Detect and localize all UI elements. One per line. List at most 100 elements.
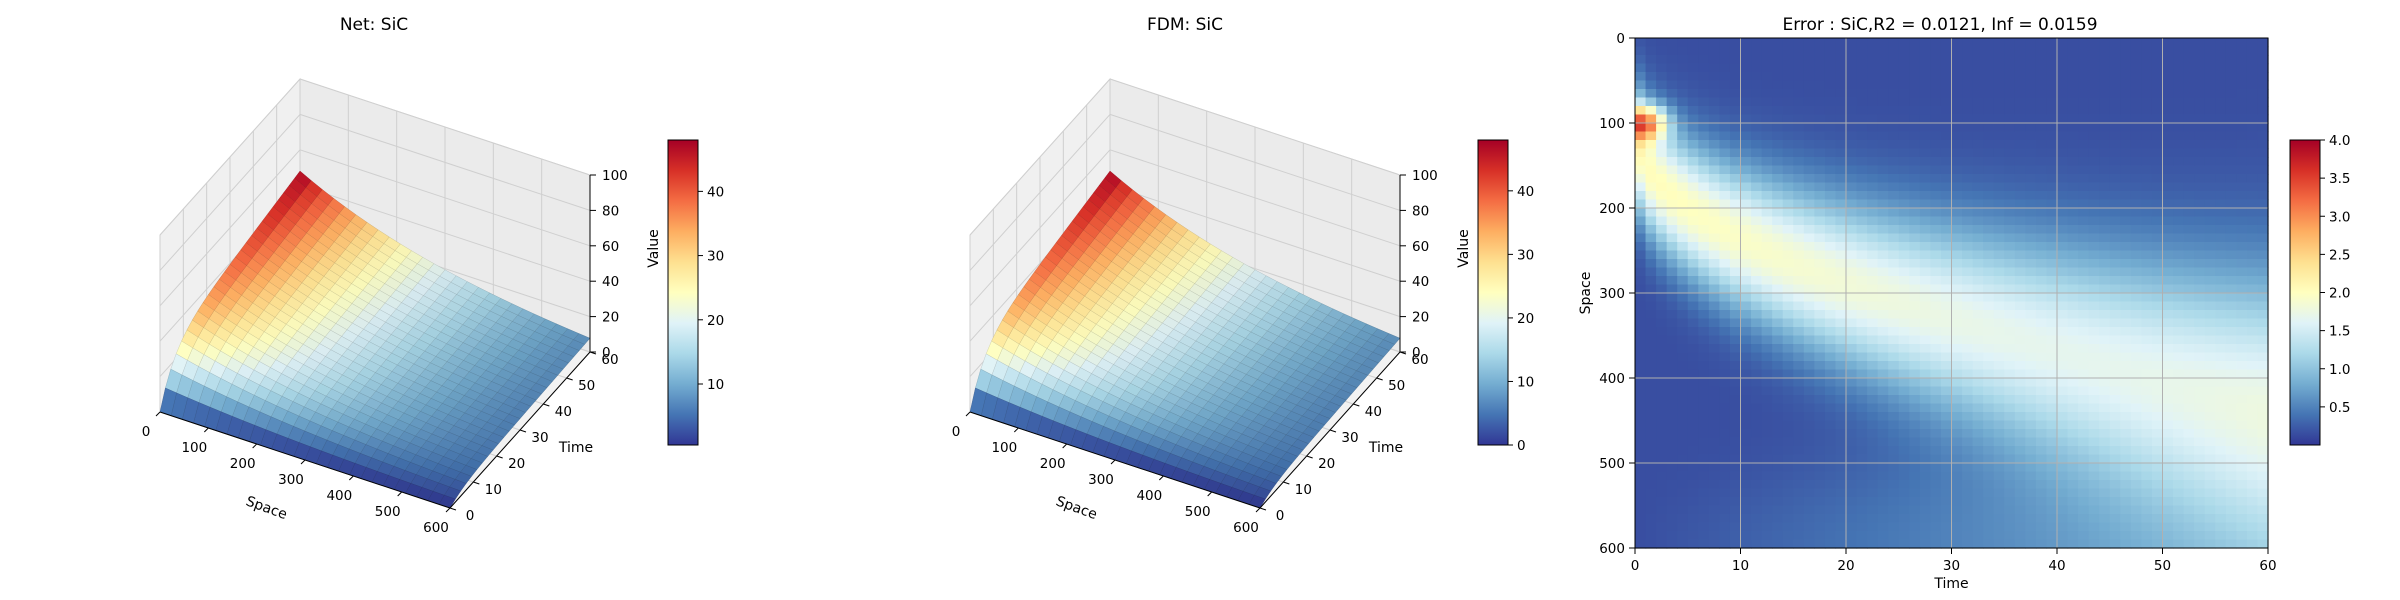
heatmap-cell [1930,259,1942,269]
heatmap-cell [2067,46,2079,56]
heatmap-cell [1761,38,1773,48]
heatmap-cell [2120,242,2132,252]
heatmap-cell [1846,165,1858,175]
heatmap-cell [2173,242,2185,252]
heatmap-cell [2120,446,2132,456]
heatmap-cell [1993,242,2005,252]
heatmap-cell [1919,301,1931,311]
heatmap-cell [1930,89,1942,99]
heatmap-cell [1708,89,1720,99]
heatmap-cell [1814,46,1826,56]
heatmap-cell [1645,522,1657,532]
time-tick-mark [496,455,503,459]
heatmap-cell [2057,514,2069,524]
heatmap-cell [1719,403,1731,413]
heatmap-cell [2120,463,2132,473]
panel2-title: FDM: SiC [1147,15,1223,35]
heatmap-cell [2194,55,2206,65]
heatmap-cell [1708,463,1720,473]
heatmap-cell [1677,361,1689,371]
heatmap-cell [2120,250,2132,260]
heatmap-cell [1687,335,1699,345]
heatmap-cell [1635,259,1647,269]
heatmap-cell [1677,46,1689,56]
heatmap-cell [2109,395,2121,405]
heatmap-cell [1687,233,1699,243]
heatmap-cell [1645,344,1657,354]
heatmap-cell [2109,293,2121,303]
heatmap-cell [2004,165,2016,175]
heatmap-cell [2088,403,2100,413]
heatmap-cell [1740,471,1752,481]
heatmap-cell [1729,310,1742,320]
heatmap-cell [2141,446,2153,456]
heatmap-cell [2004,97,2016,107]
heatmap-cell [2173,369,2185,379]
heatmap-cell [2088,63,2100,73]
heatmap-cell [1898,38,1910,48]
heatmap-cell [1814,335,1826,345]
heatmap-cell [2109,352,2121,362]
heatmap-cell [1930,165,1942,175]
heatmap-cell [2078,38,2090,48]
heatmap-cell [1814,123,1826,133]
heatmap-cell [2067,310,2079,320]
heatmap-cell [2078,89,2090,99]
heatmap-cell [1909,403,1921,413]
heatmap-cell [2204,395,2216,405]
heatmap-cell [2120,182,2132,192]
heatmap-cell [1867,80,1879,90]
heatmap-cell [2162,378,2174,388]
heatmap-cell [2025,284,2037,294]
heatmap-cell [2120,97,2132,107]
heatmap-cell [1888,250,1900,260]
heatmap-cell [1740,505,1752,515]
heatmap-cell [1803,55,1815,65]
heatmap-cell [2257,335,2269,345]
heatmap-cell [2004,497,2016,507]
heatmap-cell [2246,140,2259,150]
heatmap-cell [1898,361,1910,371]
heatmap-cell [2215,395,2227,405]
time-tick-mark [1283,481,1290,485]
heatmap-cell [1824,89,1837,99]
grid-line-value [299,78,591,176]
heatmap-cell [2088,80,2100,90]
heatmap-cell [1930,267,1942,277]
heatmap-cell [1983,148,1995,158]
heatmap-cell [1719,463,1731,473]
heatmap-cell [2194,250,2206,260]
heatmap-cell [1698,259,1710,269]
heatmap-cell [1761,471,1773,481]
heatmap-cell [2246,123,2259,133]
heatmap-cell [1740,352,1752,362]
heatmap-cell [1972,480,1984,490]
heatmap-cell [1772,446,1784,456]
panel3-title: Error : SiC,R2 = 0.0121, Inf = 0.0159 [1782,15,2097,35]
heatmap-cell [2173,497,2185,507]
heatmap-cell [2025,480,2037,490]
heatmap-cell [1972,123,1984,133]
heatmap-cell [1740,386,1752,396]
heatmap-cell [1814,216,1826,226]
heatmap-cell [1729,420,1742,430]
heatmap-cell [2225,259,2237,269]
heatmap-cell [1898,378,1910,388]
heatmap-cell [1824,310,1837,320]
heatmap-cell [1729,369,1742,379]
heatmap-cell [1656,386,1668,396]
heatmap-cell [1919,471,1931,481]
heatmap-cell [2057,293,2069,303]
heatmap-cell [2141,403,2153,413]
heatmap-cell [2141,505,2153,515]
heatmap-cell [1677,208,1689,218]
heatmap-cell [2215,267,2227,277]
heatmap-cell [1793,318,1805,328]
heatmap-cell [1951,284,1963,294]
heatmap-cell [1687,182,1699,192]
heatmap-cell [2057,369,2069,379]
heatmap-cell [1835,131,1847,141]
heatmap-cell [1740,89,1752,99]
heatmap-cell [1656,403,1668,413]
heatmap-cell [2035,361,2048,371]
